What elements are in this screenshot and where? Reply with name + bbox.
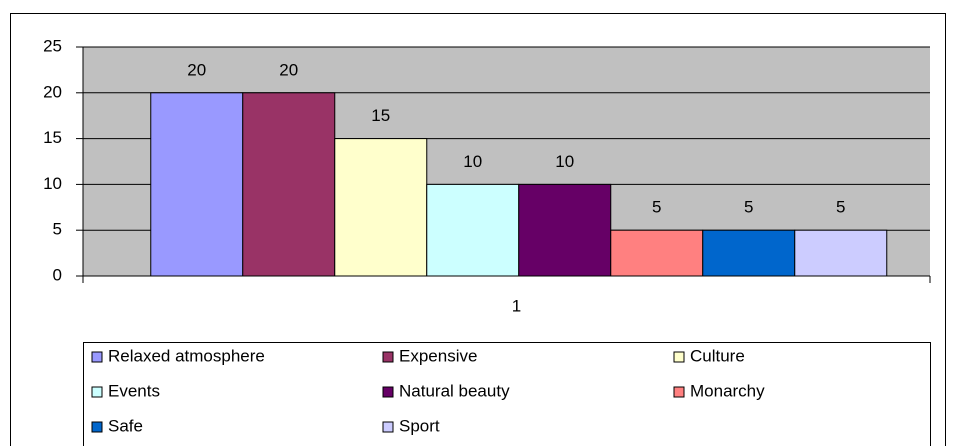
data-label: 15 xyxy=(371,106,390,125)
legend-swatch xyxy=(382,421,394,433)
data-label: 5 xyxy=(652,198,661,217)
bar xyxy=(150,92,244,277)
data-label: 20 xyxy=(187,60,206,79)
legend-label: Culture xyxy=(690,346,745,365)
bar xyxy=(518,183,612,277)
y-tick-label: 0 xyxy=(53,265,62,284)
legend-label: Safe xyxy=(108,416,143,435)
data-label: 10 xyxy=(555,152,574,171)
legend-swatch xyxy=(673,386,685,398)
x-tick-label: 1 xyxy=(512,296,521,315)
data-label: 5 xyxy=(836,198,845,217)
legend-label: Relaxed atmosphere xyxy=(108,346,265,365)
bar xyxy=(426,183,520,277)
bar xyxy=(794,229,888,277)
bar xyxy=(334,138,428,277)
legend-swatch xyxy=(91,421,103,433)
legend-swatch xyxy=(91,386,103,398)
bar xyxy=(702,229,796,277)
legend-label: Natural beauty xyxy=(399,381,510,400)
data-label: 10 xyxy=(463,152,482,171)
legend-label: Expensive xyxy=(399,346,477,365)
legend-swatch xyxy=(382,351,394,363)
legend-label: Monarchy xyxy=(690,381,765,400)
legend-swatch xyxy=(673,351,685,363)
data-label: 20 xyxy=(279,60,298,79)
y-tick-label: 25 xyxy=(43,36,62,55)
y-tick-label: 5 xyxy=(53,220,62,239)
y-tick-label: 15 xyxy=(43,128,62,147)
y-tick-label: 10 xyxy=(43,174,62,193)
legend-swatch xyxy=(91,351,103,363)
legend-swatch xyxy=(382,386,394,398)
y-tick-label: 20 xyxy=(43,82,62,101)
data-label: 5 xyxy=(744,198,753,217)
legend-label: Events xyxy=(108,381,160,400)
bar xyxy=(610,229,704,277)
legend-label: Sport xyxy=(399,416,440,435)
legend-box xyxy=(83,342,931,446)
bar xyxy=(242,92,336,277)
